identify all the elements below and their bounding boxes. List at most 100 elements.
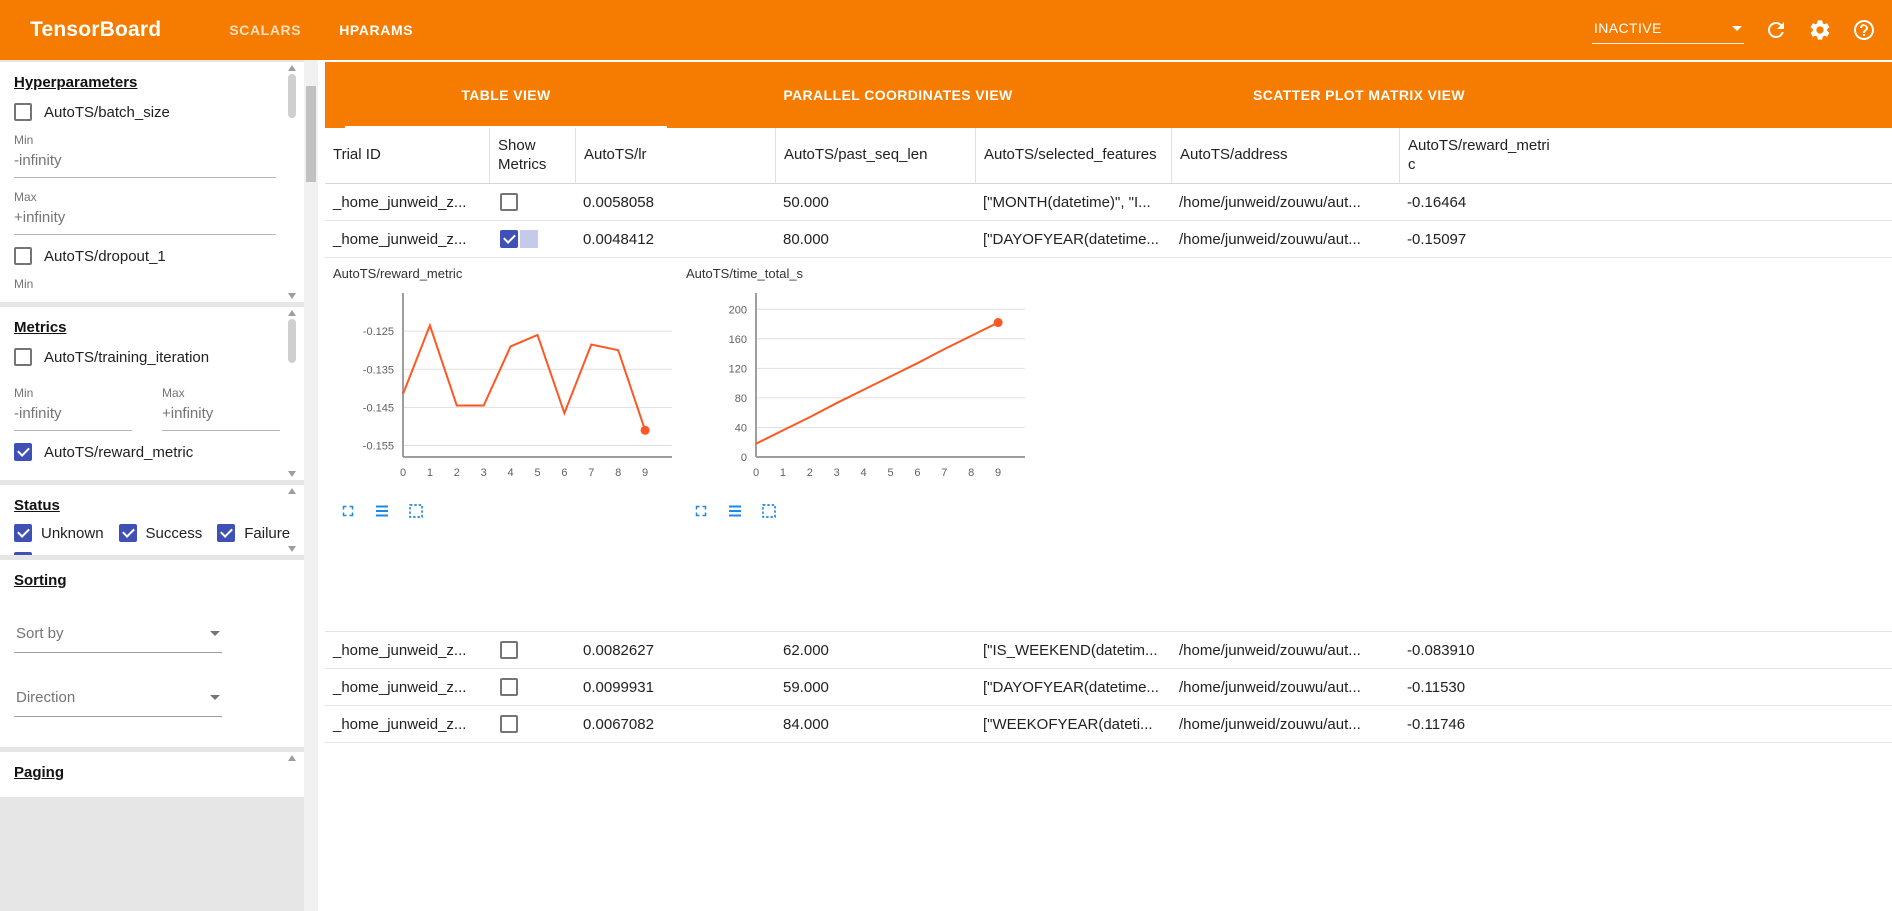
batch-size-max-input[interactable]: +infinity	[14, 204, 276, 235]
sidebar-section-paging: Paging	[0, 752, 304, 797]
cell-past-seq-len: 50.000	[783, 193, 829, 211]
direction-value: Direction	[16, 689, 76, 706]
training-iteration-min-input[interactable]: -infinity	[14, 400, 132, 431]
show-metrics-checkbox[interactable]	[500, 193, 518, 211]
metrics-heading: Metrics	[14, 319, 67, 336]
status-item-running: Running	[14, 552, 97, 555]
fit-domain-icon[interactable]	[407, 502, 425, 520]
cell-trial-id: _home_junweid_z...	[333, 715, 467, 733]
status-running-checkbox[interactable]	[14, 552, 32, 555]
tab-scalars[interactable]: SCALARS	[223, 0, 307, 60]
scroll-up-arrow-icon[interactable]	[288, 755, 296, 761]
tab-scatter-plot-matrix-view[interactable]: SCATTER PLOT MATRIX VIEW	[1129, 62, 1589, 128]
training-iteration-max-input[interactable]: +infinity	[162, 400, 280, 431]
column-header-past-seq-len: AutoTS/past_seq_len	[775, 128, 975, 183]
cell-reward-metric: -0.11746	[1407, 715, 1466, 733]
column-header-reward-metric: AutoTS/reward_metric	[1399, 128, 1561, 183]
svg-text:0: 0	[753, 467, 759, 479]
settings-gear-icon[interactable]	[1808, 18, 1832, 42]
tab-hparams[interactable]: HPARAMS	[333, 0, 419, 60]
show-metrics-checkbox[interactable]	[500, 715, 518, 733]
sidebar-section-metrics: Metrics AutoTS/training_iteration Min -i…	[0, 307, 304, 480]
cell-reward-metric: -0.15097	[1407, 230, 1467, 248]
hyperparameters-heading: Hyperparameters	[14, 74, 138, 91]
sidebar-scrollbar	[304, 60, 318, 911]
cell-lr: 0.0058058	[583, 193, 654, 211]
expand-chart-icon[interactable]	[339, 502, 357, 520]
metric-item-training-iteration: AutoTS/training_iteration	[14, 348, 278, 366]
scroll-up-arrow-icon[interactable]	[288, 65, 296, 71]
section-scrollbar	[287, 755, 297, 794]
scrollbar-thumb[interactable]	[288, 74, 296, 118]
tab-table-view[interactable]: TABLE VIEW	[345, 62, 667, 128]
data-table-icon[interactable]	[373, 502, 391, 520]
fit-domain-icon[interactable]	[760, 502, 778, 520]
svg-text:120: 120	[729, 363, 747, 375]
cell-lr: 0.0067082	[583, 715, 654, 733]
scroll-up-arrow-icon[interactable]	[288, 488, 296, 494]
svg-text:7: 7	[941, 467, 947, 479]
svg-text:1: 1	[427, 467, 433, 479]
svg-text:200: 200	[729, 304, 747, 316]
dropout-1-checkbox[interactable]	[14, 247, 32, 265]
status-running-label: Running	[41, 553, 97, 556]
sidebar-section-sorting: Sorting Sort by Direction	[0, 560, 304, 747]
scroll-up-arrow-icon[interactable]	[288, 310, 296, 316]
tab-parallel-coordinates-view-label: PARALLEL COORDINATES VIEW	[783, 87, 1013, 103]
cell-address: /home/junweid/zouwu/aut...	[1179, 678, 1361, 696]
sort-by-value: Sort by	[16, 625, 64, 642]
hparams-main: TABLE VIEW PARALLEL COORDINATES VIEW SCA…	[325, 62, 1892, 911]
show-metrics-checkbox[interactable]	[500, 230, 518, 248]
svg-text:80: 80	[735, 393, 747, 405]
svg-text:0: 0	[741, 452, 747, 464]
status-unknown-label: Unknown	[41, 524, 104, 542]
chevron-down-icon	[210, 631, 220, 636]
scroll-down-arrow-icon[interactable]	[288, 293, 296, 299]
line-chart-time-total: 0 40 80 120 160 200 0 1 2 3 4 5 6 7 8 9	[686, 285, 1031, 494]
refresh-icon[interactable]	[1764, 18, 1788, 42]
batch-size-checkbox[interactable]	[14, 103, 32, 121]
status-failure-checkbox[interactable]	[217, 524, 236, 542]
show-metrics-checkbox[interactable]	[500, 641, 518, 659]
direction-dropdown[interactable]: Direction	[14, 681, 222, 717]
scrollbar-thumb[interactable]	[288, 319, 296, 363]
data-table-icon[interactable]	[726, 502, 744, 520]
status-unknown-checkbox[interactable]	[14, 524, 32, 542]
sidebar-section-hyperparameters: Hyperparameters AutoTS/batch_size Min -i…	[0, 62, 304, 302]
svg-text:4: 4	[508, 467, 514, 479]
table-row: _home_junweid_z... 0.0067082 84.000 ["WE…	[325, 706, 1892, 743]
reward-metric-checkbox[interactable]	[14, 443, 32, 461]
cell-show-metrics	[489, 230, 575, 248]
svg-text:9: 9	[642, 467, 648, 479]
tab-scalars-label: SCALARS	[229, 22, 302, 38]
scroll-down-arrow-icon[interactable]	[288, 471, 296, 477]
expanded-metrics-row: AutoTS/reward_metric -0.125 -0.135 -0.145-…	[325, 258, 1892, 632]
help-icon[interactable]	[1852, 18, 1876, 42]
sidebar-section-status: Status Unknown Success Failure	[0, 485, 304, 555]
svg-text:160: 160	[729, 334, 747, 346]
table-row: _home_junweid_z... 0.0058058 50.000 ["MO…	[325, 184, 1892, 221]
cell-address: /home/junweid/zouwu/aut...	[1179, 193, 1361, 211]
table-row: _home_junweid_z... 0.0099931 59.000 ["DA…	[325, 669, 1892, 706]
paging-heading: Paging	[14, 764, 65, 781]
show-metrics-checkbox[interactable]	[500, 678, 518, 696]
status-success-checkbox[interactable]	[118, 524, 137, 542]
body: Hyperparameters AutoTS/batch_size Min -i…	[0, 60, 1892, 911]
sidebar-scrollbar-thumb[interactable]	[306, 86, 316, 182]
reload-status-dropdown[interactable]: INACTIVE	[1592, 16, 1744, 44]
trials-table: Trial ID Show Metrics AutoTS/lr AutoTS/p…	[325, 128, 1892, 911]
batch-size-min-input[interactable]: -infinity	[14, 147, 276, 178]
cell-reward-metric: -0.11530	[1407, 678, 1466, 696]
training-iteration-minmax: Min -infinity Max +infinity	[14, 374, 280, 431]
status-item-success: Success	[118, 524, 203, 542]
expand-chart-icon[interactable]	[692, 502, 710, 520]
status-success-label: Success	[145, 524, 203, 542]
max-label: Max	[14, 190, 37, 204]
sort-by-dropdown[interactable]: Sort by	[14, 617, 222, 653]
svg-text:-0.145: -0.145	[363, 402, 394, 414]
scroll-down-arrow-icon[interactable]	[288, 546, 296, 552]
status-row-1: Unknown Success Failure	[14, 524, 290, 542]
tab-parallel-coordinates-view[interactable]: PARALLEL COORDINATES VIEW	[667, 62, 1129, 128]
svg-text:8: 8	[615, 467, 621, 479]
training-iteration-checkbox[interactable]	[14, 348, 32, 366]
